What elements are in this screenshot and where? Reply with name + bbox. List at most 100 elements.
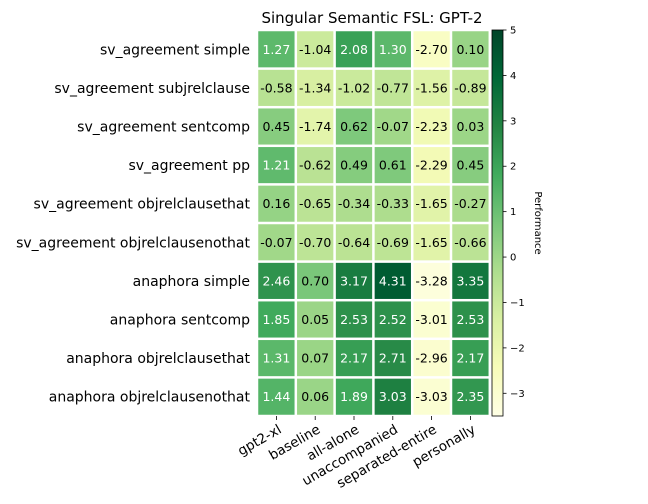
cell-value-label: -2.29 [415,158,447,173]
heatmap-cell [335,340,373,377]
cell-value-label: 2.53 [340,312,368,327]
row-label: sv_agreement subjrelclause [54,81,250,97]
heatmap-cell [452,147,489,184]
heatmap-cell [335,262,373,299]
heatmap-cell [297,185,334,222]
cell-value-label: 1.21 [262,158,290,173]
cell-value-label: 2.53 [456,312,484,327]
cell-value-label: -0.27 [454,196,486,211]
column-labels: gpt2-xlbaselineall-aloneunaccompaniedsep… [235,416,478,492]
cell-value-label: -1.34 [299,80,331,95]
heatmap-cell [258,147,295,184]
heatmap-cell [258,185,295,222]
cell-value-label: 0.70 [301,273,329,288]
cell-value-label: 4.31 [379,273,407,288]
heatmap-cell [452,31,489,68]
cell-value-label: -0.65 [299,196,331,211]
cell-value-label: -0.64 [338,235,370,250]
cell-value-label: 2.17 [456,351,484,366]
cell-value-label: 0.06 [301,389,329,404]
cell-value-label: -2.70 [415,42,447,57]
colorbar-tick-label: 3 [510,116,516,127]
heatmap-cell [297,224,334,261]
heatmap-cell [413,224,450,261]
cell-value-label: -0.69 [377,235,409,250]
row-label: sv_agreement sentcomp [77,120,250,136]
cell-value-label: -1.56 [415,80,447,95]
heatmap-cell [413,31,450,68]
heatmap-cell [413,301,450,338]
row-label: anaphora objrelclausenothat [49,390,251,406]
cell-value-label: -1.65 [415,235,447,250]
row-label: sv_agreement simple [100,42,250,58]
heatmap-cell [452,108,489,145]
heatmap-cell [258,108,295,145]
heatmap-cell [297,262,334,299]
heatmap-cell [374,224,411,261]
cell-value-label: -0.34 [338,196,370,211]
cell-value-label: -2.96 [415,351,447,366]
cell-value-label: -1.02 [338,80,370,95]
cell-value-label: 1.44 [262,389,290,404]
colorbar-tick-label: 0 [510,253,516,264]
cell-value-label: 0.45 [262,119,290,134]
cell-value-label: 2.46 [262,273,290,288]
colorbar-tick-label: 5 [510,26,516,37]
row-label: anaphora objrelclausethat [66,351,250,367]
heatmap-cell [413,108,450,145]
row-label: sv_agreement pp [128,158,250,174]
cell-value-label: 2.08 [340,42,368,57]
colorbar-tick-label: 4 [510,71,516,82]
cell-value-label: -1.74 [299,119,331,134]
heatmap-cell [452,378,489,415]
cell-value-label: 0.49 [340,158,368,173]
heatmap-cell [335,147,373,184]
cell-value-label: -0.77 [377,80,409,95]
cell-value-label: -0.89 [454,80,486,95]
cell-value-label: -0.07 [260,235,292,250]
heatmap-cell [374,69,411,106]
heatmap-cell [452,301,489,338]
cell-value-label: -0.66 [454,235,486,250]
row-labels: sv_agreement simple sv_agreement subjrelc… [16,42,250,405]
cell-value-label: 0.03 [456,119,484,134]
cell-value-label: 1.85 [262,312,290,327]
row-label: anaphora simple [133,274,250,290]
cell-value-label: 0.62 [340,119,368,134]
heatmap-cell [258,262,295,299]
heatmap-cell [374,340,411,377]
cell-value-label: 3.03 [379,389,407,404]
cell-value-label: -3.01 [415,312,447,327]
heatmap-cell [374,185,411,222]
cell-value-label: -1.65 [415,196,447,211]
heatmap-cell [452,185,489,222]
colorbar: 5 4 3 2 1 0 −1 −2 −3 Performance [491,26,543,417]
cell-value-label: -1.04 [299,42,331,57]
cell-value-label: 0.07 [301,351,329,366]
cell-value-label: -0.62 [299,158,331,173]
heatmap-cell [335,301,373,338]
row-label: sv_agreement objrelclausenothat [16,235,250,251]
heatmap-cell [374,378,411,415]
heatmap-cell [335,185,373,222]
heatmap-cell [335,224,373,261]
cell-value-label: 2.17 [340,351,368,366]
colorbar-tick-label: −3 [510,389,525,400]
cell-value-label: 1.27 [262,42,290,57]
heatmap-cell [297,69,334,106]
heatmap-cell [374,301,411,338]
heatmap-cell [374,262,411,299]
cell-value-label: 3.35 [456,273,484,288]
colorbar-ticks: 5 4 3 2 1 0 −1 −2 −3 [503,26,525,400]
cell-value-label: 0.16 [262,196,290,211]
cell-value-label: 2.35 [456,389,484,404]
row-label: sv_agreement objrelclausethat [34,197,251,213]
heatmap-cell [297,378,334,415]
heatmap-cell [297,340,334,377]
cell-value-label: 2.52 [379,312,407,327]
cell-value-label: -3.03 [415,389,447,404]
row-label: anaphora sentcomp [110,313,250,329]
heatmap-cell [374,147,411,184]
heatmap-cell [258,31,295,68]
heatmap-cell [452,340,489,377]
